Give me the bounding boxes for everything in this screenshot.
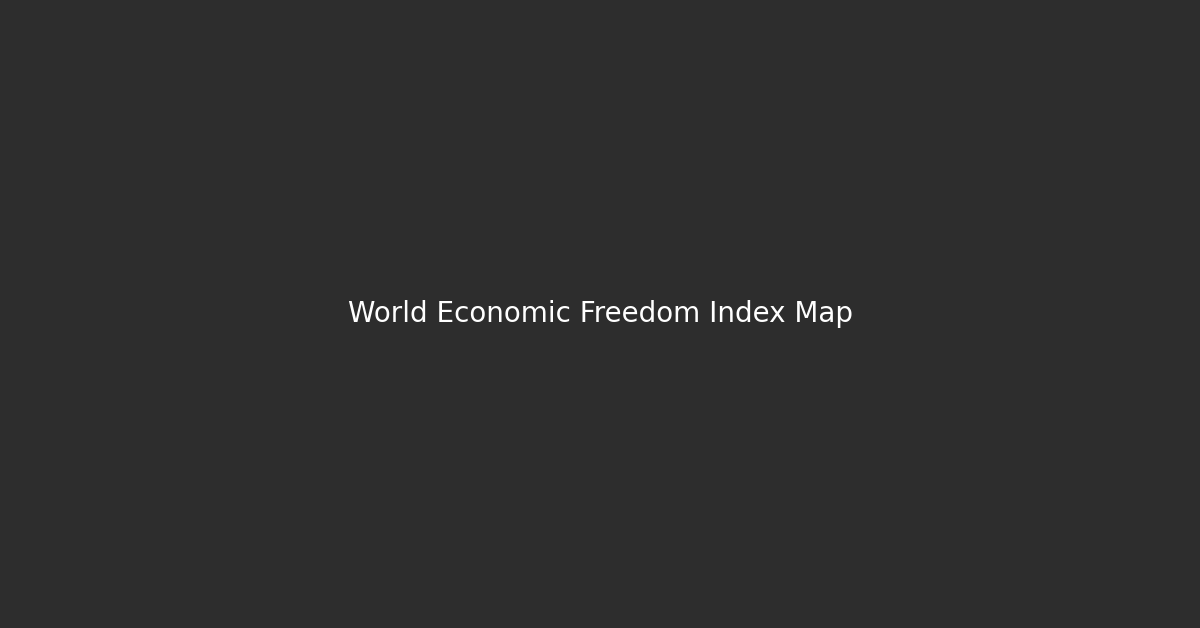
Text: World Economic Freedom Index Map: World Economic Freedom Index Map [348,300,852,328]
